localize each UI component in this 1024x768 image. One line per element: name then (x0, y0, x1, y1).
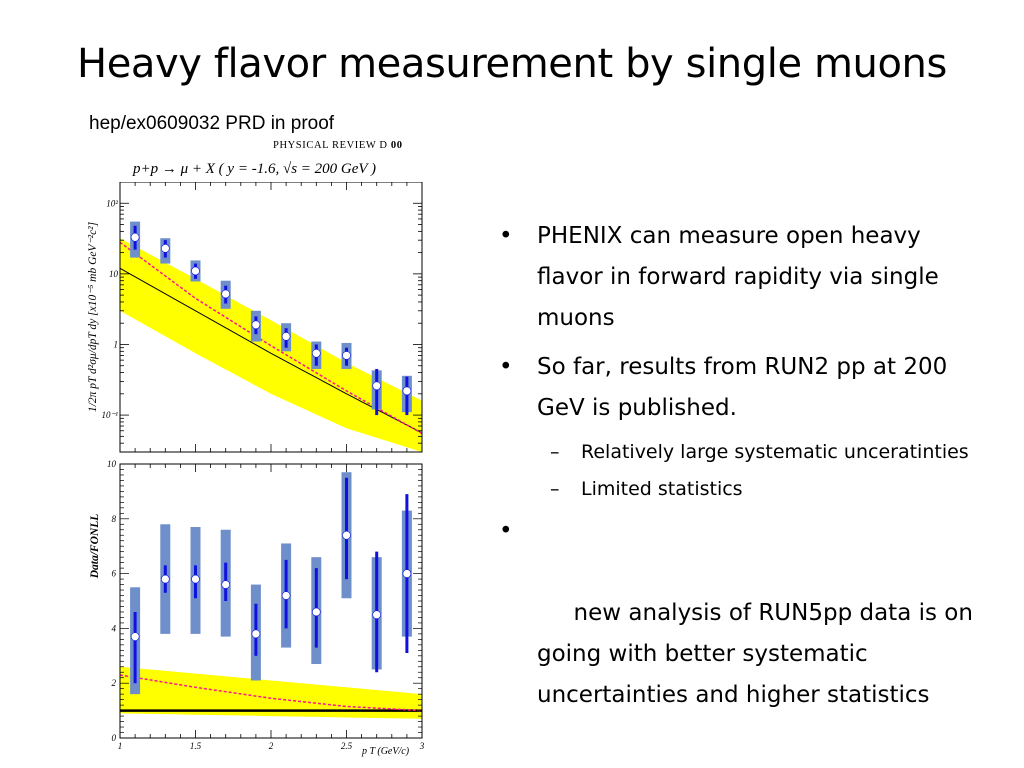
data-point (161, 244, 170, 253)
journal-name: PHYSICAL REVIEW D (273, 140, 388, 151)
sub-bullet-dash-icon: – (550, 441, 560, 463)
data-point (281, 332, 291, 341)
ratio-uncertainty-band (120, 666, 422, 719)
bullet-list: • PHENIX can measure open heavy flavor i… (495, 216, 985, 765)
y-tick-label: 1 (114, 339, 119, 349)
dashed-curve (119, 674, 423, 712)
bullet-item: • So far, results from RUN2 pp at 200 Ge… (495, 347, 985, 429)
data-point (251, 629, 261, 639)
y-tick-label: 10 (107, 459, 117, 469)
sub-bullet-text: Relatively large systematic unceratintie… (581, 441, 969, 463)
y-tick-label: 8 (112, 514, 117, 524)
sub-bullet-text: Limited statistics (581, 478, 743, 500)
bullet-text: So far, results from RUN2 pp at 200 GeV … (537, 354, 948, 421)
data-point (372, 610, 382, 620)
bullet-dot-icon: • (499, 223, 513, 249)
data-point (221, 289, 230, 299)
bullet-text: new analysis of RUN5pp data is on going … (537, 600, 981, 708)
data-point (342, 530, 351, 540)
plot-header: p+p → μ + X ( y = -1.6, √s = 200 GeV ) (133, 161, 377, 177)
slide-title: Heavy flavor measurement by single muons (77, 41, 947, 87)
bottom-y-axis-label: Data/FONLL (89, 514, 101, 580)
data-point (221, 580, 230, 589)
journal-volume: 00 (390, 140, 403, 151)
data-point (372, 381, 382, 391)
y-tick-label: 2 (112, 678, 117, 688)
y-tick-label: 10² (106, 198, 118, 208)
data-point (130, 232, 140, 242)
top-y-axis-label: 1/2π pT d²σμ/dpT dy [x10⁻⁵ mb GeV⁻²c²] (87, 222, 99, 412)
sub-bullet-item: – Relatively large systematic unceratint… (495, 437, 985, 468)
x-tick-label: 2.5 (341, 741, 353, 751)
data-point (402, 386, 412, 396)
paper-reference: hep/ex0609032 PRD in proof (89, 113, 335, 134)
data-point (191, 266, 200, 276)
dashed-curve (119, 241, 423, 435)
fonll-central-curve (119, 267, 423, 434)
data-point (281, 591, 291, 600)
y-tick-label: 0 (112, 733, 117, 743)
sub-bullet-dash-icon: – (550, 478, 560, 500)
y-tick-label: 6 (112, 569, 117, 579)
data-point (191, 574, 200, 584)
y-tick-label: 10 (109, 269, 119, 279)
bullet-text: PHENIX can measure open heavy flavor in … (537, 223, 939, 331)
data-point (342, 351, 351, 360)
bullet-dot-icon: • (499, 518, 513, 544)
x-tick-label: 3 (419, 741, 425, 751)
sub-bullet-item: – Limited statistics (495, 474, 985, 505)
data-point (161, 574, 170, 584)
x-tick-label: 1 (118, 741, 123, 751)
bullet-item: • new analysis of RUN5pp data is on goin… (495, 511, 985, 757)
bullet-item: • PHENIX can measure open heavy flavor i… (495, 216, 985, 339)
data-point (312, 607, 321, 617)
data-point (402, 569, 412, 578)
journal-header: PHYSICAL REVIEW D 00 (273, 140, 403, 151)
data-point (130, 632, 140, 641)
x-axis-label: p T (GeV/c) (361, 746, 410, 757)
y-tick-label: 4 (112, 623, 117, 633)
x-tick-label: 2 (269, 741, 274, 751)
data-point (251, 320, 261, 330)
x-tick-label: 1.5 (190, 741, 202, 751)
bullet-dot-icon: • (499, 354, 513, 380)
y-tick-label: 10⁻¹ (102, 410, 119, 420)
data-point (312, 348, 321, 358)
